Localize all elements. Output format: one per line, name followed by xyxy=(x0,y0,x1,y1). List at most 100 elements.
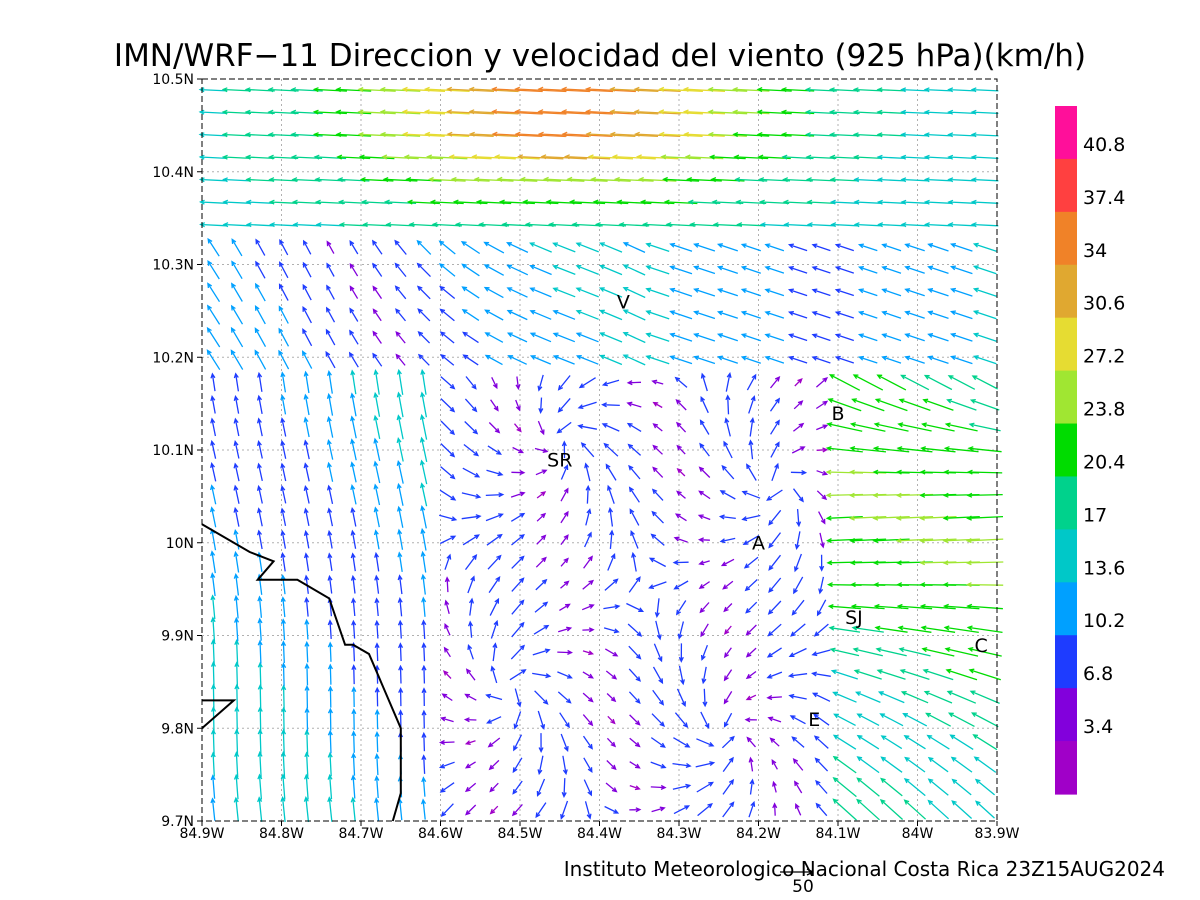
wind-vector xyxy=(442,670,452,679)
wind-vector xyxy=(325,306,336,323)
wind-vector xyxy=(972,287,997,297)
wind-vector xyxy=(233,594,239,619)
wind-vector xyxy=(857,310,878,319)
wind-vector xyxy=(419,482,428,507)
wind-vector xyxy=(304,751,310,777)
wind-vector xyxy=(303,552,310,572)
wind-vector xyxy=(655,620,662,641)
wind-vector xyxy=(303,773,310,800)
x-axis-ticks: 84.9W 84.8W 84.7W 84.6W 84.5W 84.4W 84.3W 84.2W… xyxy=(179,821,1020,842)
wind-vector xyxy=(633,86,681,93)
wind-vector xyxy=(943,603,980,610)
coastline xyxy=(201,523,402,822)
wind-vector xyxy=(856,756,880,774)
wind-vector xyxy=(268,177,298,183)
wind-vector xyxy=(766,695,782,701)
wind-vector xyxy=(373,414,381,440)
wind-vector xyxy=(949,355,973,365)
wind-vector xyxy=(559,603,571,611)
wind-vector xyxy=(488,759,500,771)
wind-vector xyxy=(198,87,228,93)
wind-vector xyxy=(439,782,455,793)
wind-vector xyxy=(872,515,910,521)
wind-vector xyxy=(416,262,431,278)
x-tick-label: 84.4W xyxy=(577,826,622,842)
wind-vector xyxy=(974,778,996,796)
wind-vector xyxy=(740,288,762,297)
wind-vector xyxy=(746,736,756,748)
colorbar-segment xyxy=(1055,423,1077,478)
wind-vector xyxy=(462,467,481,478)
wind-vector xyxy=(766,647,782,658)
wind-vector xyxy=(222,177,251,183)
wind-vector xyxy=(326,484,334,505)
wind-vector xyxy=(950,756,973,773)
wind-vector xyxy=(769,397,781,412)
wind-vector xyxy=(351,686,357,708)
wind-vector xyxy=(949,734,974,750)
wind-vector xyxy=(876,177,906,183)
wind-vector xyxy=(485,513,504,522)
wind-vector xyxy=(489,597,500,616)
wind-vector xyxy=(464,421,479,435)
wind-vector xyxy=(529,264,552,276)
wind-vector xyxy=(607,553,616,571)
wind-vector xyxy=(900,154,929,160)
wind-vector xyxy=(372,308,382,322)
wind-vector xyxy=(789,715,806,725)
wind-vector xyxy=(577,401,597,410)
wind-vector xyxy=(678,643,684,663)
wind-vector xyxy=(592,199,629,205)
wind-vector xyxy=(693,287,716,297)
wind-vector xyxy=(717,355,739,364)
wind-vector xyxy=(464,740,476,746)
wind-vector xyxy=(651,806,666,813)
wind-vector xyxy=(280,371,287,393)
wind-vector xyxy=(972,355,997,365)
wind-vector xyxy=(560,464,569,480)
wind-vector xyxy=(658,86,703,92)
wind-vector xyxy=(556,421,572,434)
wind-vector xyxy=(394,239,407,255)
wind-vector xyxy=(529,309,552,320)
wind-vector xyxy=(814,757,829,772)
wind-vector xyxy=(210,417,217,437)
wind-vector xyxy=(745,694,757,701)
wind-vector xyxy=(653,643,663,663)
wind-vector xyxy=(419,436,428,463)
colorbar-label: 37.4 xyxy=(1083,187,1125,209)
wind-vector xyxy=(900,374,930,391)
wind-vector xyxy=(972,265,997,275)
wind-vector xyxy=(626,422,642,432)
wind-vector xyxy=(629,714,641,726)
wind-vector xyxy=(790,623,806,637)
wind-vector xyxy=(857,288,878,297)
wind-vector xyxy=(923,199,952,205)
wind-vector xyxy=(723,647,732,659)
wind-vector xyxy=(234,638,240,665)
wind-vector xyxy=(724,417,731,437)
wind-vector xyxy=(788,693,807,700)
wind-vector xyxy=(720,558,735,567)
wind-vector xyxy=(949,332,973,342)
wind-vector xyxy=(972,242,997,252)
wind-vector xyxy=(599,354,623,366)
wind-vector xyxy=(699,442,710,457)
wind-vector xyxy=(700,711,710,730)
wind-vector xyxy=(829,154,860,160)
map-title: IMN/WRF−11 Direccion y velocidad del vie… xyxy=(114,38,1086,74)
wind-vector xyxy=(291,199,322,205)
wind-vector xyxy=(923,132,952,138)
wind-vector xyxy=(557,671,573,679)
wind-vector xyxy=(637,176,677,182)
wind-vector xyxy=(350,392,357,417)
wind-vector xyxy=(233,372,240,392)
wind-vector xyxy=(856,713,880,726)
wind-vector xyxy=(401,86,446,92)
x-tick-label: 84.7W xyxy=(338,826,383,842)
wind-vector xyxy=(972,734,998,751)
wind-vector xyxy=(834,243,855,252)
wind-vector xyxy=(965,582,1004,588)
wind-vector xyxy=(794,780,803,794)
wind-vector xyxy=(257,728,263,755)
